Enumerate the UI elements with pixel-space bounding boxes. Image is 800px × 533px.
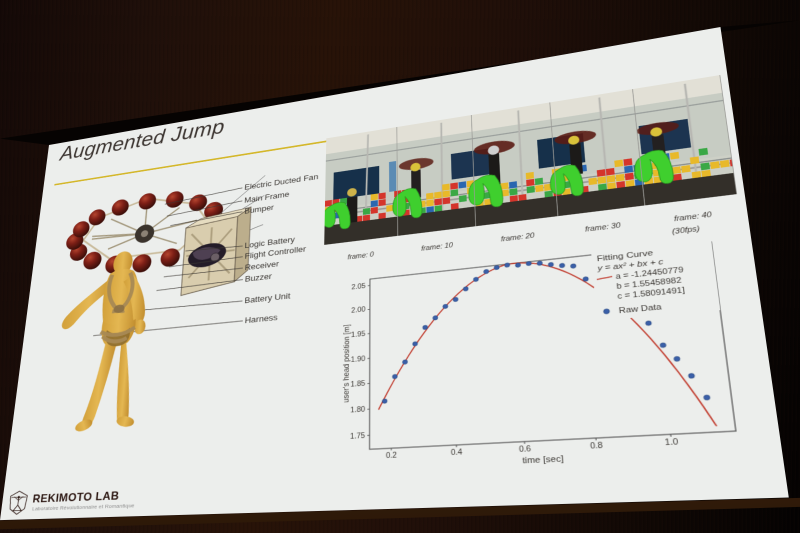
svg-text:Buzzer: Buzzer: [245, 273, 273, 285]
svg-text:Receiver: Receiver: [245, 260, 281, 273]
svg-text:Battery Unit: Battery Unit: [244, 292, 291, 306]
svg-text:Harness: Harness: [245, 314, 279, 326]
svg-text:Main Frame: Main Frame: [244, 191, 290, 205]
svg-text:Bumper: Bumper: [244, 204, 275, 216]
svg-text:Electric Ducted Fan: Electric Ducted Fan: [244, 173, 319, 192]
